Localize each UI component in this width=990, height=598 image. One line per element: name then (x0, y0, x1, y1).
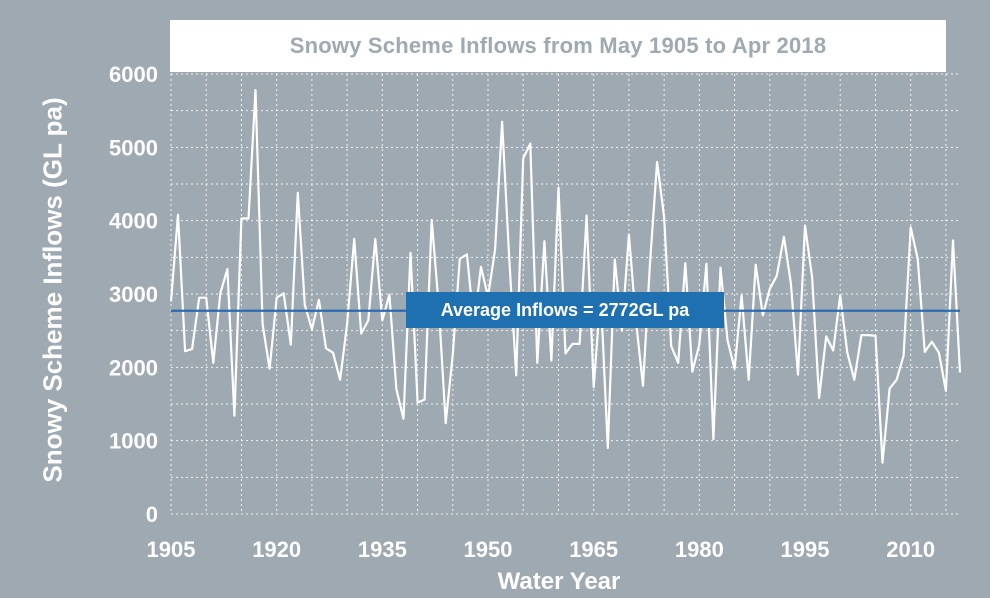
x-axis-label: Water Year (497, 568, 621, 595)
y-tick-label: 3000 (109, 282, 158, 307)
y-tick-label: 2000 (109, 355, 158, 380)
average-label: Average Inflows = 2772GL pa (440, 299, 690, 320)
x-tick-label: 1935 (358, 537, 407, 562)
x-tick-label: 1995 (781, 537, 830, 562)
x-tick-label: 2010 (886, 537, 935, 562)
chart-title-box: Snowy Scheme Inflows from May 1905 to Ap… (170, 20, 946, 72)
y-tick-label: 0 (146, 502, 158, 527)
x-tick-label: 1950 (464, 537, 513, 562)
chart-title: Snowy Scheme Inflows from May 1905 to Ap… (289, 33, 827, 58)
y-tick-label: 6000 (109, 62, 158, 87)
x-tick-label: 1920 (252, 537, 301, 562)
average-label-box: Average Inflows = 2772GL pa (406, 292, 724, 328)
y-tick-label: 1000 (109, 429, 158, 454)
y-tick-label: 4000 (109, 209, 158, 234)
inflow-series-line (169, 88, 962, 464)
x-tick-label: 1980 (675, 537, 724, 562)
x-tick-label: 1905 (147, 537, 196, 562)
x-tick-label: 1965 (569, 537, 618, 562)
y-tick-label: 5000 (109, 135, 158, 160)
y-axis-label: Snowy Scheme Inflows (GL pa) (37, 97, 68, 483)
